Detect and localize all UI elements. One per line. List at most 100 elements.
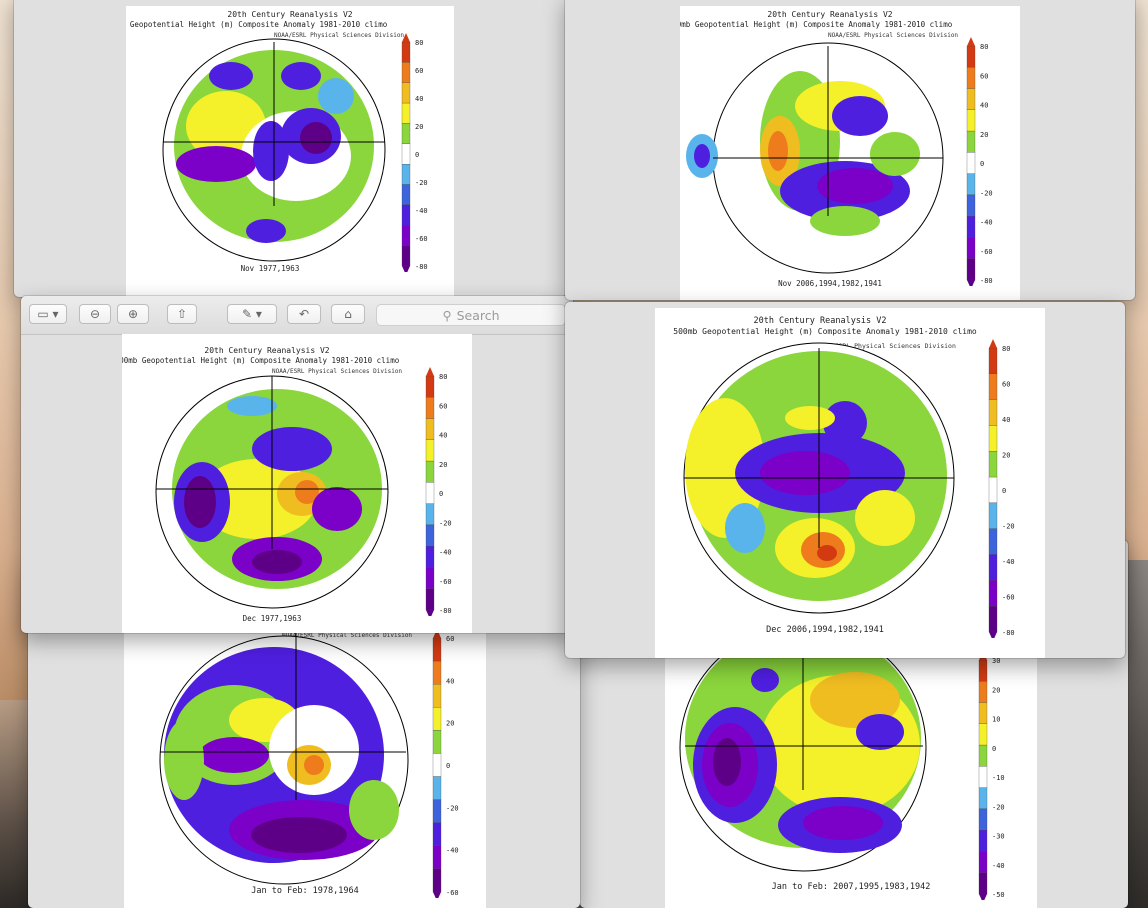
toolbox-icon[interactable]: ⌂ xyxy=(331,304,365,324)
colorbar-tick-label: -80 xyxy=(980,277,993,285)
colorbar-tick-label: 20 xyxy=(1002,452,1010,460)
zoom-out-icon[interactable]: ⊖ xyxy=(79,304,111,324)
colorbar-min-arrow xyxy=(402,266,410,272)
colorbar-segment xyxy=(988,554,998,581)
colorbar-segment xyxy=(425,503,435,526)
colorbar: 80 60 40 20 0 -20 -40 -60 -80 xyxy=(401,33,428,272)
colorbar-segment xyxy=(425,546,435,568)
colorbar-segment xyxy=(978,723,988,746)
window-toolbar: ▭ ▾ ⊖ ⊕ ⇧ ✎ ▾ ↶ ⌂ ⚲ Search xyxy=(21,296,573,335)
colorbar-segment xyxy=(401,102,411,124)
colorbar-segment xyxy=(401,164,411,185)
polar-anomaly-map xyxy=(683,342,955,614)
credit-label: NOAA/ESRL Physical Sciences Division xyxy=(828,32,959,39)
colorbar-tick-label: 80 xyxy=(439,373,447,381)
colorbar-tick-label: -80 xyxy=(415,263,428,271)
colorbar-tick-label: -40 xyxy=(439,549,452,557)
colorbar-segment xyxy=(988,502,998,529)
colorbar-segment xyxy=(425,524,435,547)
colorbar-tick-label: -20 xyxy=(446,804,459,812)
preview-window-dec-2006[interactable]: 20th Century Reanalysis V2 500mb Geopote… xyxy=(565,302,1125,658)
colorbar-tick-label: 40 xyxy=(980,102,988,110)
map-page: 20th Century Reanalysis V2 500mb Geopote… xyxy=(126,6,454,297)
colorbar-tick-label: 40 xyxy=(415,95,423,103)
colorbar-segment xyxy=(978,851,988,873)
markup-icon[interactable]: ✎ ▾ xyxy=(227,304,277,324)
search-placeholder: Search xyxy=(456,307,500,323)
colorbar-segment xyxy=(978,830,988,852)
share-icon[interactable]: ⇧ xyxy=(167,304,197,324)
colorbar-segment xyxy=(401,245,411,267)
credit-label: NOAA/ESRL Physical Sciences Division xyxy=(815,342,956,350)
colorbar-segment xyxy=(988,425,998,452)
colorbar-tick-label: -20 xyxy=(980,189,993,197)
colorbar-segment xyxy=(401,204,411,226)
colorbar-segment xyxy=(978,766,988,788)
colorbar-min-arrow xyxy=(979,894,987,900)
zoom-in-icon[interactable]: ⊕ xyxy=(117,304,149,324)
colorbar-min-arrow xyxy=(967,280,975,286)
colorbar-min-arrow xyxy=(433,892,441,898)
colorbar-tick-label: -60 xyxy=(1002,594,1015,602)
map-caption: Nov 2006,1994,1982,1941 xyxy=(778,279,882,288)
colorbar-tick-label: 30 xyxy=(992,657,1000,665)
colorbar-tick-label: 0 xyxy=(415,151,419,159)
colorbar-segment xyxy=(432,753,442,777)
colorbar-segment xyxy=(425,418,435,440)
colorbar-segment xyxy=(988,373,998,400)
colorbar-segment xyxy=(988,347,998,374)
chart-title: 20th Century Reanalysis V2 xyxy=(227,10,353,19)
credit-label: NOAA/ESRL Physical Sciences Division xyxy=(282,632,413,639)
colorbar-tick-label: 10 xyxy=(992,716,1000,724)
colorbar-segment xyxy=(978,808,988,831)
colorbar-tick-label: 20 xyxy=(415,123,423,131)
preview-window-nov-1977[interactable]: 20th Century Reanalysis V2 500mb Geopote… xyxy=(14,0,566,297)
colorbar-tick-label: -30 xyxy=(992,833,1005,841)
colorbar-segment xyxy=(401,62,411,83)
colorbar-max-arrow xyxy=(967,37,975,46)
preview-window-nov-2006[interactable]: 20th Century Reanalysis V2 500mb Geopote… xyxy=(565,0,1135,300)
colorbar-tick-label: 0 xyxy=(439,490,443,498)
colorbar-tick-label: 40 xyxy=(1002,416,1010,424)
sidebar-icon[interactable]: ▭ ▾ xyxy=(29,304,67,324)
colorbar-segment xyxy=(966,237,976,259)
colorbar-max-arrow xyxy=(433,629,441,638)
colorbar-segment xyxy=(401,225,411,246)
colorbar-segment xyxy=(966,109,976,132)
colorbar-tick-label: 80 xyxy=(980,43,988,51)
colorbar-segment xyxy=(966,67,976,89)
colorbar-segment xyxy=(425,567,435,589)
rotate-icon[interactable]: ↶ xyxy=(287,304,321,324)
colorbar-segment xyxy=(966,173,976,196)
colorbar-segment xyxy=(988,399,998,426)
preview-window-dec-1977[interactable]: ▭ ▾ ⊖ ⊕ ⇧ ✎ ▾ ↶ ⌂ ⚲ Search 20th Century … xyxy=(21,296,573,633)
polar-anomaly-map xyxy=(162,38,386,262)
colorbar-tick-label: -20 xyxy=(992,803,1005,811)
chart-title: 20th Century Reanalysis V2 xyxy=(767,10,893,19)
colorbar-segment xyxy=(432,822,442,846)
colorbar-tick-label: -80 xyxy=(439,607,452,615)
colorbar-tick-label: 20 xyxy=(446,720,454,728)
colorbar-segment xyxy=(425,588,435,611)
colorbar-tick-label: 60 xyxy=(980,72,988,80)
polar-anomaly-map xyxy=(686,42,944,274)
colorbar-tick-label: -20 xyxy=(439,519,452,527)
colorbar-segment xyxy=(425,482,435,504)
colorbar-segment xyxy=(425,375,435,398)
colorbar-max-arrow xyxy=(989,339,997,348)
colorbar-max-arrow xyxy=(426,367,434,376)
colorbar-segment xyxy=(432,776,442,800)
colorbar-tick-label: -20 xyxy=(415,179,428,187)
colorbar-segment xyxy=(978,744,988,767)
colorbar-tick-label: 60 xyxy=(1002,381,1010,389)
map-caption: Dec 2006,1994,1982,1941 xyxy=(766,625,884,635)
colorbar-tick-label: -60 xyxy=(980,248,993,256)
search-input[interactable]: ⚲ Search xyxy=(376,304,566,326)
colorbar: 30 20 10 0 -10 -20 -30 -40 -50 xyxy=(978,651,1005,900)
map-caption: Jan to Feb: 1978,1964 xyxy=(251,886,359,896)
colorbar-tick-label: -40 xyxy=(992,862,1005,870)
colorbar: 80 60 40 20 0 -20 -40 -60 -80 xyxy=(966,37,993,286)
map-caption: Nov 1977,1963 xyxy=(240,264,300,273)
colorbar-segment xyxy=(401,82,411,104)
colorbar-segment xyxy=(966,88,976,110)
